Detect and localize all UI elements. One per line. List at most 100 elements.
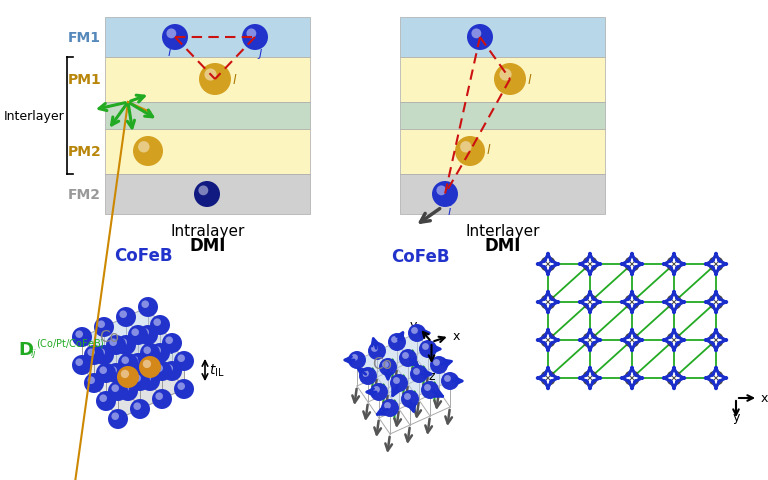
Polygon shape	[400, 130, 605, 175]
Circle shape	[583, 371, 597, 385]
Circle shape	[368, 342, 386, 360]
Circle shape	[399, 349, 417, 367]
Circle shape	[667, 295, 681, 309]
Circle shape	[381, 399, 399, 417]
Circle shape	[150, 315, 170, 336]
Circle shape	[94, 317, 114, 337]
Circle shape	[444, 375, 451, 382]
Text: $\mathsf{(Co/Pt/CoFeB)}$: $\mathsf{(Co/Pt/CoFeB)}$	[36, 337, 105, 350]
Circle shape	[441, 372, 459, 390]
Circle shape	[667, 371, 681, 385]
Circle shape	[121, 357, 129, 364]
Circle shape	[709, 371, 723, 385]
Polygon shape	[105, 130, 310, 175]
Circle shape	[472, 29, 482, 39]
Circle shape	[583, 257, 597, 271]
Circle shape	[88, 377, 95, 384]
Polygon shape	[400, 103, 605, 130]
Circle shape	[165, 336, 173, 344]
Text: i: i	[135, 352, 139, 367]
Circle shape	[382, 361, 389, 368]
Circle shape	[408, 324, 426, 342]
Circle shape	[162, 25, 188, 51]
Circle shape	[194, 181, 220, 207]
Polygon shape	[105, 103, 310, 130]
Circle shape	[371, 345, 378, 352]
Circle shape	[116, 307, 136, 327]
Circle shape	[150, 343, 170, 363]
Text: CoFeB: CoFeB	[391, 248, 449, 265]
Circle shape	[455, 137, 485, 167]
Circle shape	[143, 360, 151, 368]
Circle shape	[467, 25, 493, 51]
Polygon shape	[400, 58, 605, 103]
Text: Co: Co	[372, 356, 392, 372]
Circle shape	[413, 368, 420, 375]
Circle shape	[96, 363, 116, 383]
Circle shape	[404, 393, 411, 400]
Circle shape	[154, 319, 161, 326]
Circle shape	[410, 365, 428, 383]
Circle shape	[111, 412, 119, 420]
Circle shape	[119, 339, 127, 346]
Circle shape	[370, 383, 388, 401]
Circle shape	[144, 347, 151, 354]
Text: i: i	[167, 46, 171, 59]
Circle shape	[351, 354, 358, 361]
Polygon shape	[105, 58, 310, 103]
Circle shape	[121, 370, 129, 378]
Circle shape	[583, 295, 597, 309]
Circle shape	[541, 295, 555, 309]
Circle shape	[402, 352, 409, 359]
Circle shape	[388, 333, 406, 351]
Text: i: i	[448, 204, 452, 217]
Circle shape	[174, 351, 194, 371]
Polygon shape	[400, 175, 605, 215]
Circle shape	[154, 347, 161, 354]
Circle shape	[106, 363, 126, 383]
Polygon shape	[105, 175, 310, 215]
Circle shape	[152, 361, 172, 381]
Circle shape	[430, 356, 448, 374]
Polygon shape	[82, 336, 184, 419]
Polygon shape	[357, 333, 450, 408]
Circle shape	[541, 333, 555, 347]
Circle shape	[362, 370, 369, 377]
Circle shape	[121, 384, 129, 392]
Circle shape	[436, 186, 446, 196]
Circle shape	[98, 321, 105, 328]
Text: PM1: PM1	[68, 73, 101, 87]
Circle shape	[128, 325, 148, 345]
Circle shape	[494, 64, 526, 96]
Circle shape	[155, 393, 163, 400]
Polygon shape	[105, 18, 310, 58]
Circle shape	[119, 311, 127, 318]
Circle shape	[709, 333, 723, 347]
Circle shape	[117, 366, 139, 388]
Circle shape	[411, 327, 418, 334]
Circle shape	[198, 186, 208, 196]
Circle shape	[348, 351, 366, 369]
Circle shape	[139, 356, 161, 378]
Circle shape	[94, 345, 114, 365]
Circle shape	[499, 69, 511, 82]
Circle shape	[109, 339, 117, 346]
Circle shape	[401, 390, 419, 408]
Circle shape	[667, 257, 681, 271]
Circle shape	[359, 367, 377, 385]
Circle shape	[98, 348, 105, 356]
Polygon shape	[400, 18, 605, 58]
Circle shape	[130, 399, 150, 419]
Circle shape	[709, 257, 723, 271]
Circle shape	[242, 25, 268, 51]
Text: y: y	[410, 319, 418, 332]
Circle shape	[432, 181, 458, 207]
Text: Intralayer: Intralayer	[170, 224, 245, 239]
Circle shape	[131, 329, 139, 336]
Circle shape	[96, 391, 116, 411]
Circle shape	[141, 301, 149, 308]
Circle shape	[167, 29, 177, 39]
Circle shape	[133, 137, 163, 167]
Circle shape	[373, 386, 380, 393]
Circle shape	[88, 348, 95, 356]
